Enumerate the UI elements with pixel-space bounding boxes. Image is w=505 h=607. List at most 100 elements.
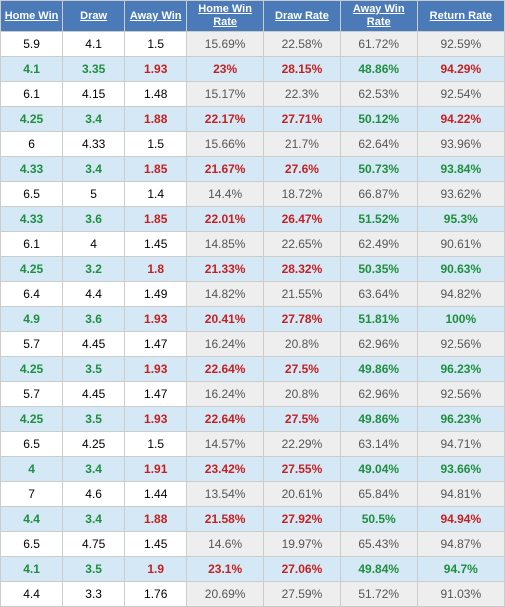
draw-rate-cell: 27.06%: [264, 557, 341, 582]
table-row: 4.253.21.821.33%28.32%50.35%90.63%: [1, 257, 505, 282]
return-rate-cell: 92.54%: [417, 82, 504, 107]
away-rate-cell: 63.14%: [340, 432, 417, 457]
home-odds-cell: 4.1: [1, 557, 63, 582]
return-rate-cell: 94.82%: [417, 282, 504, 307]
home-rate-cell: 14.57%: [187, 432, 264, 457]
away-odds-cell: 1.44: [125, 482, 187, 507]
away-rate-cell: 49.84%: [340, 557, 417, 582]
home-rate-cell: 14.4%: [187, 182, 264, 207]
away-odds-cell: 1.4: [125, 182, 187, 207]
away-odds-cell: 1.93: [125, 307, 187, 332]
draw-odds-cell: 5: [63, 182, 125, 207]
home-odds-cell: 4.1: [1, 57, 63, 82]
away-odds-cell: 1.85: [125, 157, 187, 182]
home-odds-cell: 4.25: [1, 107, 63, 132]
draw-rate-cell: 27.5%: [264, 357, 341, 382]
home-odds-cell: 6.5: [1, 432, 63, 457]
draw-odds-cell: 3.6: [63, 207, 125, 232]
away-rate-cell: 62.96%: [340, 382, 417, 407]
home-rate-cell: 21.67%: [187, 157, 264, 182]
draw-rate-cell: 27.59%: [264, 582, 341, 607]
home-rate-cell: 23.42%: [187, 457, 264, 482]
return-rate-cell: 90.61%: [417, 232, 504, 257]
column-header[interactable]: Home Win: [1, 1, 63, 32]
away-rate-cell: 51.52%: [340, 207, 417, 232]
away-rate-cell: 50.5%: [340, 507, 417, 532]
return-rate-cell: 95.3%: [417, 207, 504, 232]
draw-rate-cell: 27.5%: [264, 407, 341, 432]
away-odds-cell: 1.85: [125, 207, 187, 232]
home-rate-cell: 16.24%: [187, 382, 264, 407]
away-rate-cell: 62.49%: [340, 232, 417, 257]
draw-odds-cell: 3.5: [63, 557, 125, 582]
home-rate-cell: 22.17%: [187, 107, 264, 132]
away-odds-cell: 1.47: [125, 382, 187, 407]
away-rate-cell: 66.87%: [340, 182, 417, 207]
draw-rate-cell: 21.7%: [264, 132, 341, 157]
home-rate-cell: 14.85%: [187, 232, 264, 257]
return-rate-cell: 92.56%: [417, 332, 504, 357]
return-rate-cell: 93.66%: [417, 457, 504, 482]
table-row: 5.74.451.4716.24%20.8%62.96%92.56%: [1, 382, 505, 407]
away-odds-cell: 1.48: [125, 82, 187, 107]
away-odds-cell: 1.93: [125, 57, 187, 82]
home-rate-cell: 22.01%: [187, 207, 264, 232]
return-rate-cell: 92.59%: [417, 32, 504, 57]
away-odds-cell: 1.88: [125, 507, 187, 532]
column-header[interactable]: Away Win: [125, 1, 187, 32]
home-odds-cell: 6.1: [1, 232, 63, 257]
home-odds-cell: 5.7: [1, 382, 63, 407]
return-rate-cell: 94.71%: [417, 432, 504, 457]
draw-odds-cell: 3.6: [63, 307, 125, 332]
draw-odds-cell: 4.33: [63, 132, 125, 157]
table-row: 6.551.414.4%18.72%66.87%93.62%: [1, 182, 505, 207]
column-header[interactable]: Draw Rate: [264, 1, 341, 32]
home-rate-cell: 21.58%: [187, 507, 264, 532]
table-row: 5.94.11.515.69%22.58%61.72%92.59%: [1, 32, 505, 57]
away-odds-cell: 1.8: [125, 257, 187, 282]
away-rate-cell: 62.53%: [340, 82, 417, 107]
column-header[interactable]: Home Win Rate: [187, 1, 264, 32]
away-odds-cell: 1.45: [125, 532, 187, 557]
home-odds-cell: 4.4: [1, 507, 63, 532]
away-odds-cell: 1.93: [125, 407, 187, 432]
away-odds-cell: 1.5: [125, 432, 187, 457]
draw-rate-cell: 27.71%: [264, 107, 341, 132]
draw-rate-cell: 27.78%: [264, 307, 341, 332]
table-row: 4.333.41.8521.67%27.6%50.73%93.84%: [1, 157, 505, 182]
home-rate-cell: 22.64%: [187, 357, 264, 382]
home-rate-cell: 14.6%: [187, 532, 264, 557]
home-rate-cell: 16.24%: [187, 332, 264, 357]
home-odds-cell: 4.4: [1, 582, 63, 607]
table-row: 6.44.41.4914.82%21.55%63.64%94.82%: [1, 282, 505, 307]
draw-rate-cell: 20.8%: [264, 382, 341, 407]
draw-odds-cell: 4.45: [63, 382, 125, 407]
column-header[interactable]: Draw: [63, 1, 125, 32]
draw-odds-cell: 4.1: [63, 32, 125, 57]
draw-rate-cell: 28.15%: [264, 57, 341, 82]
return-rate-cell: 94.81%: [417, 482, 504, 507]
home-odds-cell: 4.9: [1, 307, 63, 332]
draw-odds-cell: 4.6: [63, 482, 125, 507]
return-rate-cell: 93.84%: [417, 157, 504, 182]
column-header[interactable]: Return Rate: [417, 1, 504, 32]
draw-rate-cell: 22.65%: [264, 232, 341, 257]
away-odds-cell: 1.9: [125, 557, 187, 582]
away-rate-cell: 62.96%: [340, 332, 417, 357]
home-rate-cell: 20.41%: [187, 307, 264, 332]
away-rate-cell: 65.84%: [340, 482, 417, 507]
away-rate-cell: 49.86%: [340, 407, 417, 432]
away-rate-cell: 65.43%: [340, 532, 417, 557]
draw-rate-cell: 22.3%: [264, 82, 341, 107]
return-rate-cell: 94.7%: [417, 557, 504, 582]
home-rate-cell: 13.54%: [187, 482, 264, 507]
return-rate-cell: 96.23%: [417, 407, 504, 432]
draw-rate-cell: 20.8%: [264, 332, 341, 357]
table-row: 5.74.451.4716.24%20.8%62.96%92.56%: [1, 332, 505, 357]
return-rate-cell: 100%: [417, 307, 504, 332]
table-header-row: Home WinDrawAway WinHome Win RateDraw Ra…: [1, 1, 505, 32]
home-odds-cell: 4.33: [1, 157, 63, 182]
return-rate-cell: 94.22%: [417, 107, 504, 132]
column-header[interactable]: Away Win Rate: [340, 1, 417, 32]
away-rate-cell: 61.72%: [340, 32, 417, 57]
